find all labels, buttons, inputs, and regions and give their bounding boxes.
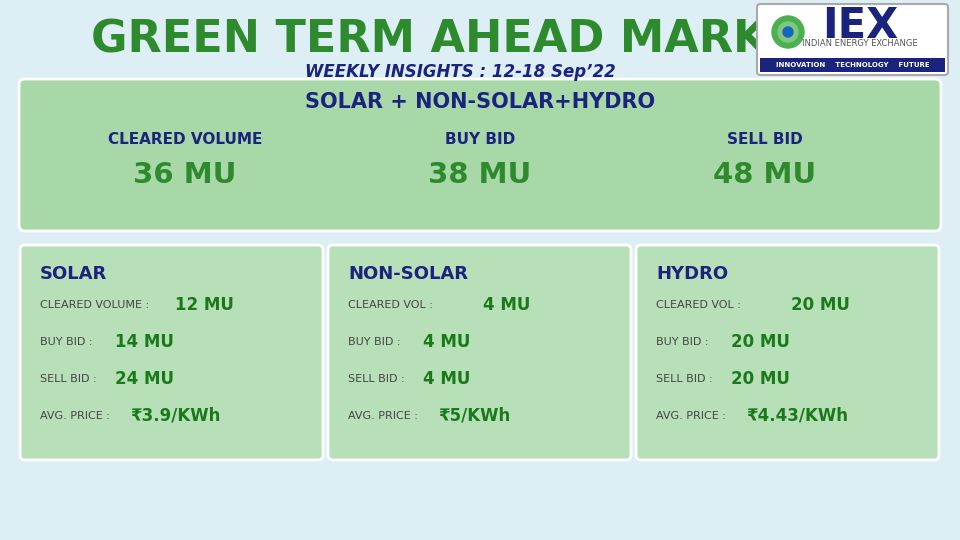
Text: ₹5/KWh: ₹5/KWh — [438, 407, 511, 425]
Text: 14 MU: 14 MU — [115, 333, 174, 351]
Text: CLEARED VOL :: CLEARED VOL : — [348, 300, 437, 310]
Circle shape — [778, 22, 798, 42]
Text: AVG. PRICE :: AVG. PRICE : — [348, 411, 421, 421]
Text: 4 MU: 4 MU — [423, 333, 470, 351]
Text: SELL BID: SELL BID — [727, 132, 803, 147]
Text: INDIAN ENERGY EXCHANGE: INDIAN ENERGY EXCHANGE — [803, 39, 918, 49]
Text: 38 MU: 38 MU — [428, 161, 532, 189]
Text: CLEARED VOL :: CLEARED VOL : — [656, 300, 744, 310]
Text: AVG. PRICE :: AVG. PRICE : — [656, 411, 730, 421]
Text: ₹3.9/KWh: ₹3.9/KWh — [130, 407, 221, 425]
Text: BUY BID :: BUY BID : — [656, 337, 712, 347]
Text: 4 MU: 4 MU — [483, 296, 530, 314]
Text: HYDRO: HYDRO — [656, 265, 728, 283]
Circle shape — [783, 27, 793, 37]
Text: 20 MU: 20 MU — [731, 370, 790, 388]
Circle shape — [772, 16, 804, 48]
FancyBboxPatch shape — [636, 245, 939, 460]
FancyBboxPatch shape — [757, 4, 948, 75]
Text: WEEKLY INSIGHTS : 12-18 Sep’22: WEEKLY INSIGHTS : 12-18 Sep’22 — [304, 63, 615, 81]
Text: AVG. PRICE :: AVG. PRICE : — [40, 411, 120, 421]
FancyBboxPatch shape — [760, 58, 945, 72]
Text: 24 MU: 24 MU — [115, 370, 174, 388]
Text: SOLAR: SOLAR — [40, 265, 108, 283]
Text: 36 MU: 36 MU — [133, 161, 237, 189]
Text: 20 MU: 20 MU — [731, 333, 790, 351]
Text: IEX: IEX — [822, 5, 899, 47]
Text: CLEARED VOLUME: CLEARED VOLUME — [108, 132, 262, 147]
Text: SELL BID :: SELL BID : — [348, 374, 408, 384]
Text: BUY BID :: BUY BID : — [40, 337, 103, 347]
Text: 12 MU: 12 MU — [175, 296, 234, 314]
FancyBboxPatch shape — [19, 79, 941, 231]
FancyBboxPatch shape — [20, 245, 323, 460]
Text: CLEARED VOLUME :: CLEARED VOLUME : — [40, 300, 153, 310]
Text: SOLAR + NON-SOLAR+HYDRO: SOLAR + NON-SOLAR+HYDRO — [305, 92, 655, 112]
Text: SELL BID :: SELL BID : — [656, 374, 716, 384]
Text: SELL BID :: SELL BID : — [40, 374, 108, 384]
Text: 4 MU: 4 MU — [423, 370, 470, 388]
Text: INNOVATION    TECHNOLOGY    FUTURE: INNOVATION TECHNOLOGY FUTURE — [776, 62, 929, 68]
Text: BUY BID: BUY BID — [444, 132, 516, 147]
FancyBboxPatch shape — [328, 245, 631, 460]
Text: GREEN TERM AHEAD MARKET: GREEN TERM AHEAD MARKET — [91, 18, 828, 62]
Text: NON-SOLAR: NON-SOLAR — [348, 265, 468, 283]
Text: BUY BID :: BUY BID : — [348, 337, 404, 347]
Text: 20 MU: 20 MU — [791, 296, 850, 314]
Text: 48 MU: 48 MU — [713, 161, 817, 189]
Text: ₹4.43/KWh: ₹4.43/KWh — [746, 407, 848, 425]
